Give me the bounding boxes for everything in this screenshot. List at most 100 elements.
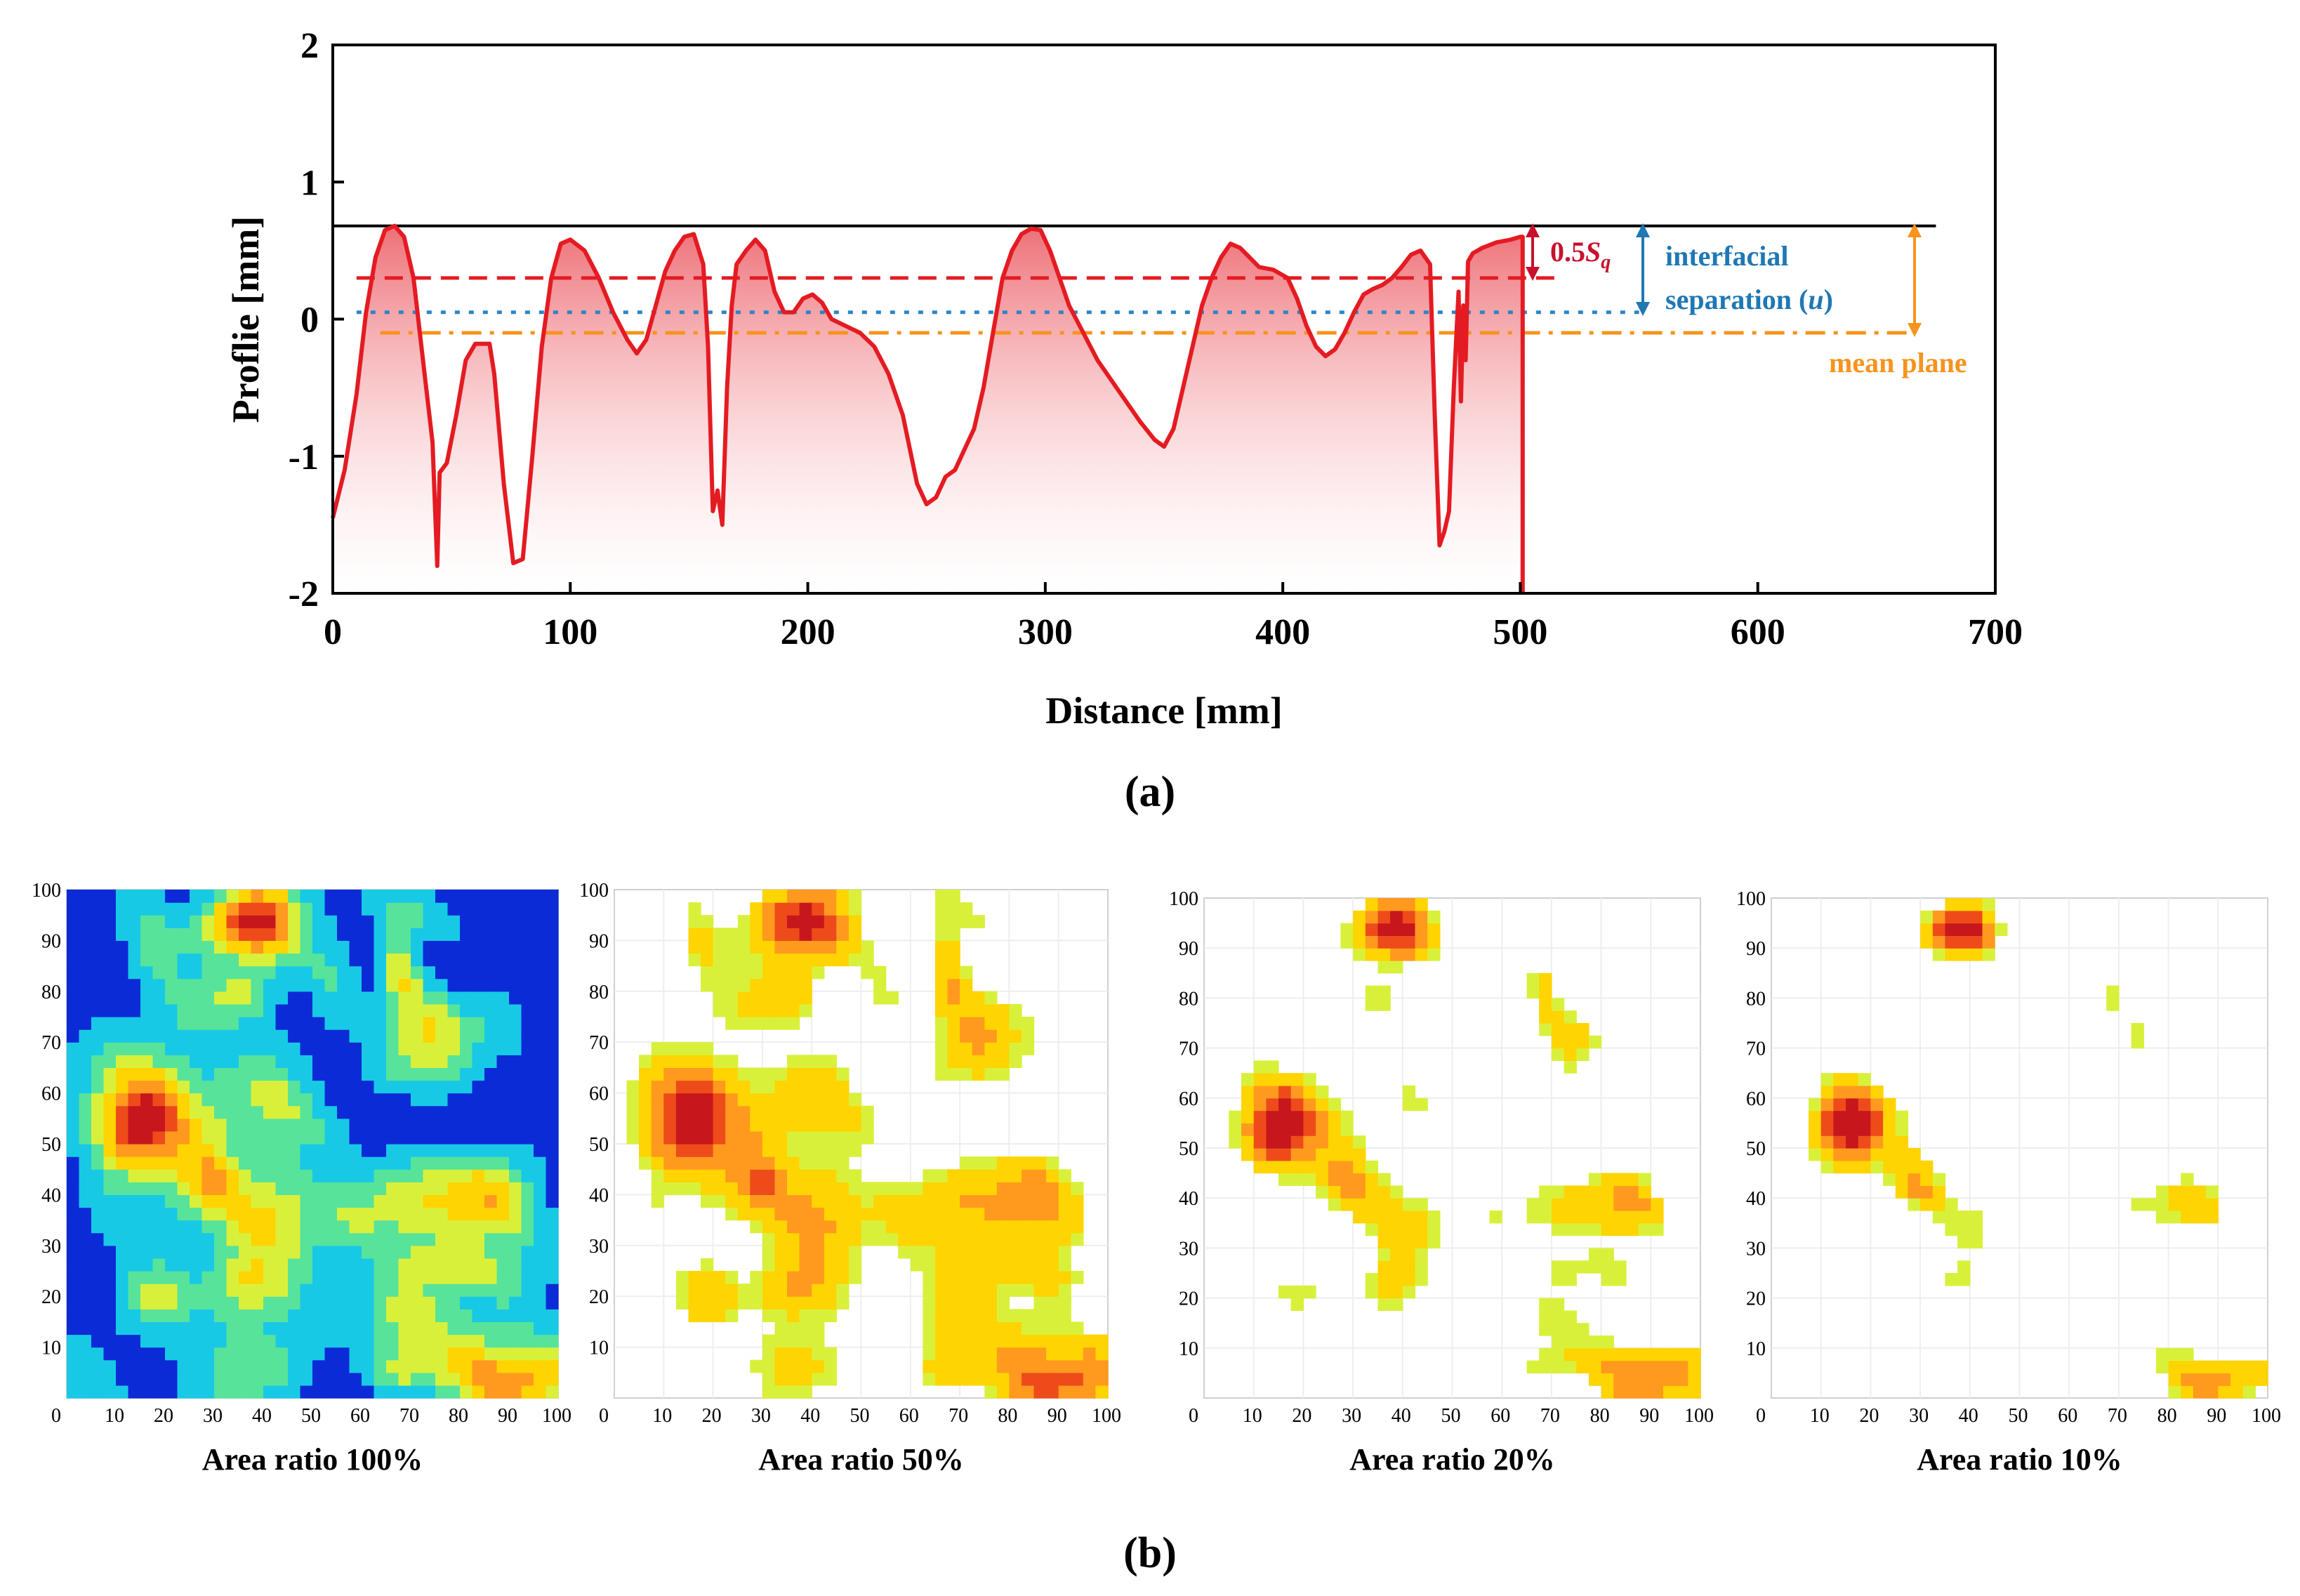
map-cell — [398, 1347, 411, 1361]
map-cell — [362, 1296, 375, 1310]
map-cell — [496, 1321, 510, 1336]
map-cell — [67, 1284, 80, 1297]
map-x-tick-label: 100 — [1684, 1405, 1714, 1427]
map-cell — [737, 1067, 751, 1081]
map-cell — [263, 890, 277, 903]
map-cell — [423, 1182, 436, 1195]
map-cell — [214, 1359, 227, 1373]
map-cell — [201, 1245, 215, 1259]
map-cell — [435, 1321, 449, 1336]
map-cell — [947, 1359, 960, 1373]
map-cell — [1625, 1211, 1639, 1224]
map-cell — [140, 1156, 154, 1170]
map-cell — [836, 1194, 850, 1208]
map-cell — [263, 1042, 277, 1055]
map-cell — [935, 1309, 949, 1322]
map-cell — [521, 1067, 534, 1081]
map-cell — [67, 940, 80, 954]
map-cell — [2255, 1360, 2268, 1373]
map-cell — [128, 1118, 141, 1132]
map-cell — [239, 953, 252, 967]
map-cell — [386, 1156, 399, 1170]
map-cell — [2205, 1211, 2219, 1224]
map-cell — [1601, 1185, 1614, 1199]
map-cell — [2181, 1373, 2194, 1386]
map-cell — [1377, 998, 1391, 1011]
map-cell — [509, 1029, 522, 1043]
map-cell — [300, 991, 313, 1005]
map-cell — [1033, 1156, 1047, 1170]
y-tick-label: 2 — [300, 26, 319, 66]
map-cell — [435, 1182, 449, 1195]
map-cell — [239, 1284, 252, 1297]
map-cell — [79, 1042, 92, 1055]
map-cell — [472, 928, 485, 941]
map-cell — [534, 1156, 547, 1170]
map-y-tick-label: 100 — [1736, 888, 1766, 910]
map-cell — [337, 1118, 350, 1132]
map-cell — [546, 1182, 559, 1195]
map-cell — [1588, 1373, 1602, 1386]
map-cell — [324, 1245, 338, 1259]
map-cell — [165, 1118, 178, 1132]
map-cell — [312, 991, 326, 1005]
map-cell — [362, 965, 375, 980]
map-cell — [762, 1182, 776, 1195]
map-cell — [762, 1144, 776, 1157]
map-cell — [1033, 1309, 1047, 1322]
map-cell — [1009, 1003, 1022, 1017]
map-cell — [947, 1220, 960, 1234]
map-cell — [910, 1258, 923, 1272]
map-cell — [935, 1067, 949, 1081]
map-cell — [1969, 1211, 1983, 1224]
map-cell — [762, 1372, 776, 1386]
map-cell — [546, 1169, 559, 1182]
map-cell — [447, 1359, 461, 1373]
map-cell — [701, 1182, 714, 1195]
map-cell — [411, 991, 424, 1005]
map-cell — [1895, 1173, 1909, 1186]
map-cell — [2155, 1347, 2169, 1361]
map-cell — [362, 940, 375, 954]
map-cell — [472, 1321, 485, 1336]
map-cell — [214, 940, 227, 954]
map-y-tick-label: 60 — [1179, 1088, 1198, 1110]
map-cell — [1365, 1222, 1379, 1236]
map-cell — [275, 1334, 289, 1348]
map-cell — [324, 953, 338, 967]
map-cell — [1402, 1211, 1416, 1224]
map-cell — [79, 1321, 92, 1336]
map-cell — [411, 1321, 424, 1336]
map-cell — [201, 1372, 215, 1386]
map-cell — [496, 991, 510, 1005]
map-cell — [935, 1347, 949, 1361]
map-cell — [1564, 1185, 1577, 1199]
map-cell — [447, 953, 461, 967]
map-cell — [337, 1017, 350, 1030]
map-cell — [836, 1105, 850, 1119]
map-y-tick-label: 90 — [1179, 938, 1198, 960]
map-cell — [300, 1385, 313, 1399]
map-cell — [300, 978, 313, 992]
map-cell — [472, 1232, 485, 1246]
map-cell — [824, 915, 837, 928]
map-cell — [1303, 1148, 1316, 1161]
map-cell — [1365, 1198, 1379, 1211]
map-cell — [923, 1232, 936, 1246]
map-cell — [288, 1207, 301, 1221]
map-cell — [263, 1017, 277, 1030]
map-cell — [861, 1105, 874, 1119]
map-cell — [935, 1245, 949, 1259]
map-cell — [337, 1309, 350, 1322]
map-cell — [848, 902, 862, 916]
map-cell — [116, 1169, 129, 1182]
map-cell — [1613, 1173, 1627, 1186]
map-cell — [337, 1321, 350, 1336]
map-cell — [1022, 1182, 1035, 1195]
map-cell — [140, 915, 154, 928]
map-cell — [1576, 1360, 1589, 1373]
map-cell — [1588, 1035, 1602, 1049]
map-cell — [923, 1207, 936, 1221]
map-cell — [984, 1220, 998, 1234]
map-cell — [190, 928, 203, 941]
